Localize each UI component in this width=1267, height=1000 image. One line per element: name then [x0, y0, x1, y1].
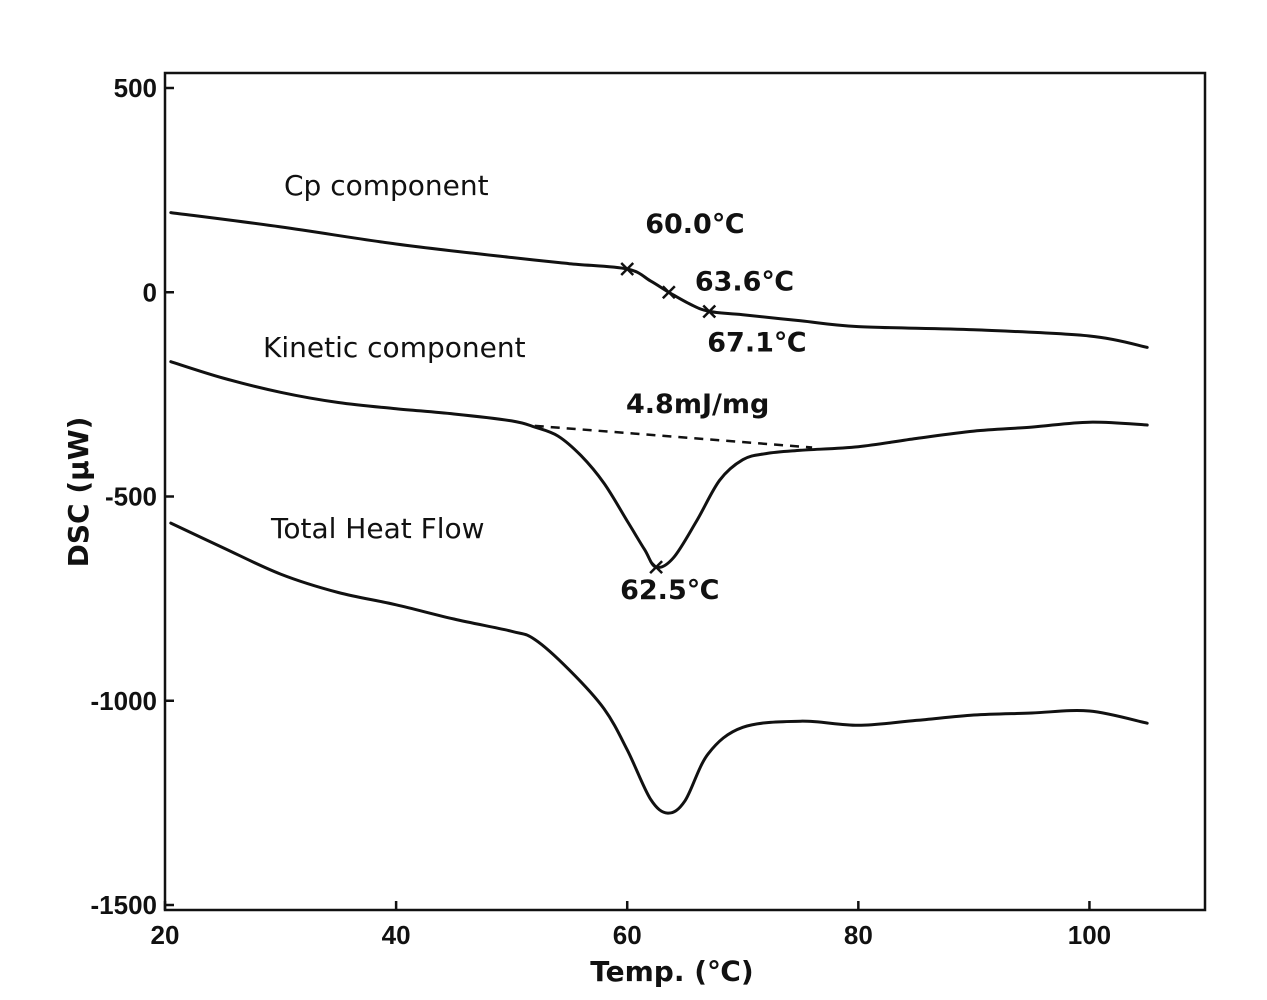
peak-markers: [620, 262, 717, 575]
annotations: 60.0℃ 63.6℃ 67.1℃ 62.5℃: [620, 209, 806, 606]
y-tick-label: 500: [114, 73, 157, 103]
x-tick-label: 80: [844, 920, 873, 950]
marker-cross: [620, 262, 635, 276]
enthalpy-annotation: 4.8mJ/mg: [626, 389, 769, 420]
temperature-annotation: 63.6℃: [695, 266, 794, 297]
x-axis-title: Temp. (℃): [590, 955, 753, 988]
y-tick-label: -500: [105, 482, 157, 512]
integration-baseline: [534, 424, 813, 449]
marker-cross: [702, 304, 717, 319]
series-label-kinetic: Kinetic component: [263, 331, 526, 364]
total-heat-flow-curve: [169, 521, 1149, 815]
axis-tick-labels: 20 40 60 80 100 500 0 -500 -1000 -1500: [91, 73, 1112, 950]
x-tick-label: 40: [382, 920, 411, 950]
y-tick-label: -1500: [91, 890, 158, 920]
y-tick-label: 0: [143, 277, 157, 307]
x-tick-label: 100: [1068, 920, 1111, 950]
temperature-annotation: 62.5℃: [620, 575, 719, 606]
series-label-total: Total Heat Flow: [270, 512, 485, 545]
plot-frame: [163, 71, 1207, 912]
y-tick-label: -1000: [91, 686, 158, 716]
marker-cross: [661, 285, 676, 300]
x-tick-label: 60: [613, 920, 642, 950]
kinetic-component-curve: [169, 360, 1149, 569]
x-tick-label: 20: [151, 920, 180, 950]
y-axis-title: DSC (μW): [62, 417, 95, 568]
axis-ticks: [163, 86, 1091, 910]
marker-cross: [649, 560, 663, 575]
temperature-annotation: 60.0℃: [645, 209, 744, 240]
series-label-cp: Cp component: [284, 169, 489, 202]
series-curves: [169, 211, 1149, 815]
cp-component-curve: [169, 211, 1149, 349]
temperature-annotation: 67.1℃: [707, 327, 806, 358]
